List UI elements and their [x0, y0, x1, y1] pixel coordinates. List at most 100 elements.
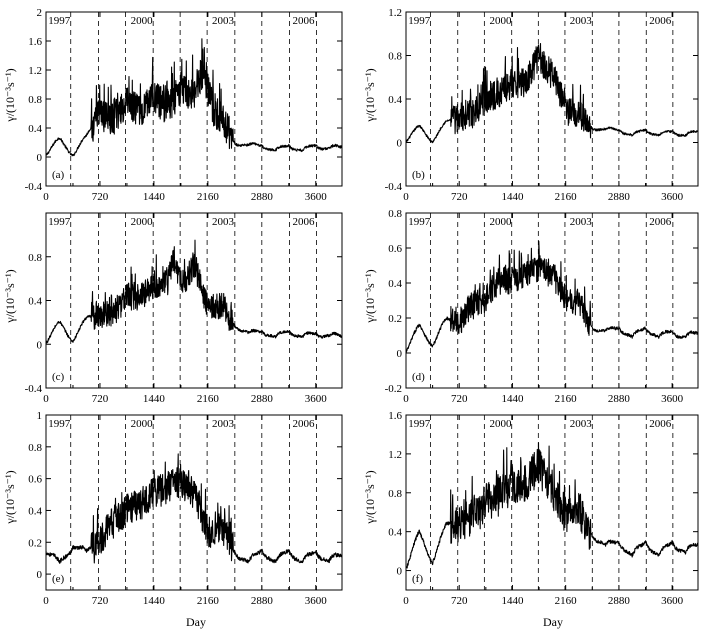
- gamma-series-line-b: [405, 42, 699, 144]
- ylabel-e: γ/(10⁻³s⁻¹): [3, 470, 17, 524]
- panel-tag-f: (f): [412, 573, 423, 585]
- y-tick-label: 1.2: [388, 7, 402, 19]
- panel-tag-c: (c): [52, 371, 65, 383]
- x-tick-label: 2160: [555, 595, 578, 607]
- x-tick-label: 2160: [555, 393, 578, 405]
- x-tick-label: 2160: [197, 595, 220, 607]
- year-label-1997: 1997: [408, 15, 431, 27]
- x-tick-label: 0: [43, 393, 49, 405]
- x-tick-label: 1440: [501, 191, 524, 203]
- ylabel-c: γ/(10⁻³s⁻¹): [3, 269, 17, 323]
- x-tick-label: 0: [403, 191, 409, 203]
- x-tick-label: 3600: [305, 393, 328, 405]
- panel-tag-e: (e): [52, 573, 65, 585]
- year-label-2000: 2000: [131, 216, 154, 228]
- y-tick-label: 2: [37, 7, 43, 19]
- year-label-2006: 2006: [649, 216, 672, 228]
- x-tick-label: 3600: [305, 595, 328, 607]
- y-tick-label: 0.4: [388, 94, 402, 106]
- panel-b: γ/(10⁻³s⁻¹) 1997 2000 2003 2006 0 720 1440 2160…: [363, 7, 699, 203]
- panel-tag-b: (b): [412, 169, 425, 181]
- y-tick-label: -0.4: [25, 181, 43, 193]
- y-tick-label: 0: [37, 569, 43, 581]
- y-tick-label: 0.4: [388, 278, 402, 290]
- x-tick-label: 3600: [661, 595, 684, 607]
- year-label-1997: 1997: [48, 15, 71, 27]
- x-tick-label: 3600: [305, 191, 328, 203]
- y-tick-label: 0.8: [388, 51, 402, 63]
- ylabel-a: γ/(10⁻³s⁻¹): [3, 68, 17, 122]
- panel-tag-a: (a): [52, 169, 65, 181]
- year-label-2006: 2006: [293, 216, 316, 228]
- y-tick-label: 0: [397, 348, 403, 360]
- year-label-2003: 2003: [212, 418, 235, 430]
- x-tick-label: 720: [92, 191, 109, 203]
- year-label-2006: 2006: [293, 15, 316, 27]
- x-tick-label: 1440: [501, 393, 524, 405]
- x-tick-label: 0: [43, 191, 49, 203]
- ylabel-f: γ/(10⁻³s⁻¹): [363, 470, 377, 524]
- panel-a: γ/(10⁻³s⁻¹) 1997 2000 2003 2006 0 720 1440 2160…: [3, 7, 343, 203]
- panel-e: γ/(10⁻³s⁻¹) 1997 2000 2003 2006 0 720 1440 2160…: [3, 410, 343, 607]
- y-tick-label: 0: [37, 152, 43, 164]
- gamma-series-line-f: [405, 442, 699, 569]
- y-tick-label: 0: [37, 339, 43, 351]
- x-tick-label: 2880: [608, 393, 631, 405]
- year-label-2000: 2000: [131, 418, 154, 430]
- year-label-2003: 2003: [570, 15, 593, 27]
- y-tick-label: 0.4: [28, 123, 42, 135]
- year-label-2006: 2006: [649, 418, 672, 430]
- x-tick-label: 2160: [197, 393, 220, 405]
- y-tick-label: 0.8: [388, 208, 402, 220]
- panel-c: γ/(10⁻³s⁻¹) 1997 2000 2003 2006 0 720 1440 2160…: [3, 212, 343, 405]
- plot-frame-f: [405, 414, 699, 591]
- x-tick-label: 2880: [251, 595, 274, 607]
- y-tick-label: 0.8: [28, 94, 42, 106]
- x-tick-label: 720: [451, 393, 468, 405]
- x-tick-label: 720: [451, 595, 468, 607]
- y-tick-label: 0.6: [388, 243, 402, 255]
- gamma-series-line-a: [45, 38, 343, 157]
- y-tick-label: 0: [397, 138, 403, 150]
- year-label-2003: 2003: [570, 418, 593, 430]
- gamma-series-line-c: [45, 239, 343, 344]
- x-tick-label: 0: [403, 595, 409, 607]
- x-tick-label: 2880: [608, 595, 631, 607]
- panel-d: γ/(10⁻³s⁻¹) 1997 2000 2003 2006 0 720 1440 2160…: [363, 208, 699, 405]
- panel-f: γ/(10⁻³s⁻¹) 1997 2000 2003 2006 0 720 1440 2160…: [363, 410, 699, 607]
- x-tick-label: 0: [43, 595, 49, 607]
- y-tick-label: 1.2: [28, 65, 42, 77]
- year-label-2000: 2000: [490, 418, 513, 430]
- y-tick-label: 0.8: [28, 442, 42, 454]
- year-label-1997: 1997: [48, 216, 71, 228]
- gamma-series-line-d: [405, 240, 699, 353]
- y-tick-label: -0.2: [385, 383, 402, 395]
- y-tick-label: 0.4: [388, 527, 402, 539]
- plot-frame-b: [405, 11, 699, 187]
- y-tick-label: 0: [397, 566, 403, 578]
- y-tick-label: 1: [37, 410, 43, 422]
- x-tick-label: 1440: [501, 595, 524, 607]
- x-tick-label: 1440: [143, 191, 166, 203]
- x-tick-label: 3600: [661, 191, 684, 203]
- x-tick-label: 0: [403, 393, 409, 405]
- x-tick-label: 720: [92, 595, 109, 607]
- year-label-2000: 2000: [490, 15, 513, 27]
- xlabel-right: Day: [543, 615, 563, 629]
- year-label-2003: 2003: [212, 15, 235, 27]
- x-tick-label: 720: [92, 393, 109, 405]
- y-tick-label: -0.4: [385, 181, 403, 193]
- year-label-2006: 2006: [649, 15, 672, 27]
- plot-frame-c: [45, 212, 343, 389]
- panel-tag-d: (d): [412, 371, 425, 383]
- y-tick-label: 0.6: [28, 474, 42, 486]
- x-tick-label: 2160: [197, 191, 220, 203]
- year-label-1997: 1997: [48, 418, 71, 430]
- x-tick-label: 720: [451, 191, 468, 203]
- year-label-1997: 1997: [408, 418, 431, 430]
- x-tick-label: 1440: [143, 393, 166, 405]
- y-tick-label: 0.8: [28, 252, 42, 264]
- y-tick-label: 0.2: [28, 537, 42, 549]
- x-tick-label: 2880: [608, 191, 631, 203]
